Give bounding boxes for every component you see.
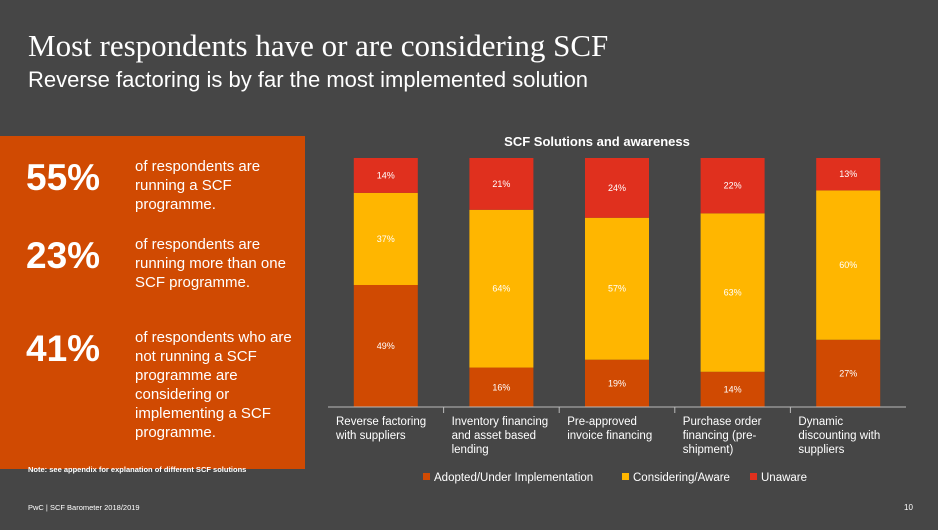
bar-value-label: 19% (608, 378, 626, 388)
appendix-note: Note: see appendix for explanation of di… (28, 465, 247, 474)
bar-adopted (700, 371, 765, 407)
bar-value-label: 49% (377, 341, 395, 351)
bar-adopted (816, 339, 881, 407)
bar-unaware (700, 158, 765, 214)
category-label: Inventory financing and asset based lendin… (452, 416, 549, 456)
bar-considering (585, 217, 649, 360)
stat-description: of respondents who are not running a SCF… (135, 329, 292, 441)
bar-value-label: 27% (839, 368, 857, 378)
category-label: Purchase order financing (pre-shipment) (683, 416, 762, 456)
bar-considering (700, 213, 765, 372)
page-subtitle: Reverse factoring is by far the most imp… (28, 67, 589, 92)
bar-value-label: 37% (377, 234, 395, 244)
bar-considering (816, 190, 881, 340)
bar-unaware (585, 158, 649, 218)
bar-value-label: 14% (377, 170, 395, 180)
bar-value-label: 21% (492, 179, 510, 189)
bar-value-label: 22% (724, 181, 742, 191)
legend-label-considering: Considering/Aware (633, 472, 730, 484)
stat-percent: 41% (26, 328, 101, 369)
legend-label-adopted: Adopted/Under Implementation (434, 472, 593, 484)
bar-considering (469, 209, 534, 368)
legend-swatch-adopted (423, 473, 430, 480)
category-label: Dynamic discounting with suppliers (798, 416, 880, 456)
legend-label-unaware: Unaware (761, 472, 807, 484)
bar-value-label: 63% (724, 288, 742, 298)
bar-unaware (353, 158, 418, 193)
bar-value-label: 14% (724, 384, 742, 394)
bar-unaware (469, 158, 534, 210)
bar-value-label: 60% (839, 260, 857, 270)
page-title: Most respondents have or are considering… (28, 28, 609, 63)
page-number: 10 (904, 503, 913, 512)
stat-description: of respondents are running more than one… (135, 236, 286, 291)
bar-adopted (585, 359, 649, 407)
bar-value-label: 13% (839, 169, 857, 179)
category-label: Reverse factoring with suppliers (335, 416, 426, 442)
stat-description: of respondents are running a SCF program… (135, 158, 261, 213)
bar-value-label: 24% (608, 183, 626, 193)
bar-value-label: 57% (608, 284, 626, 294)
bar-considering (353, 192, 418, 285)
stat-percent: 23% (26, 235, 101, 276)
bar-adopted (353, 284, 418, 407)
bar-unaware (816, 158, 881, 191)
chart-title: SCF Solutions and awareness (504, 134, 690, 149)
category-label: Pre-approved invoice financing (567, 416, 652, 442)
legend-swatch-considering (622, 473, 629, 480)
footer: PwC | SCF Barometer 2018/2019 (28, 503, 140, 512)
stats-panel: 55% of respondents are running a SCF pro… (0, 136, 305, 469)
bar-value-label: 64% (492, 284, 510, 294)
legend-swatch-unaware (750, 473, 757, 480)
bar-adopted (469, 367, 534, 407)
stat-percent: 55% (26, 157, 101, 198)
bar-value-label: 16% (492, 382, 510, 392)
